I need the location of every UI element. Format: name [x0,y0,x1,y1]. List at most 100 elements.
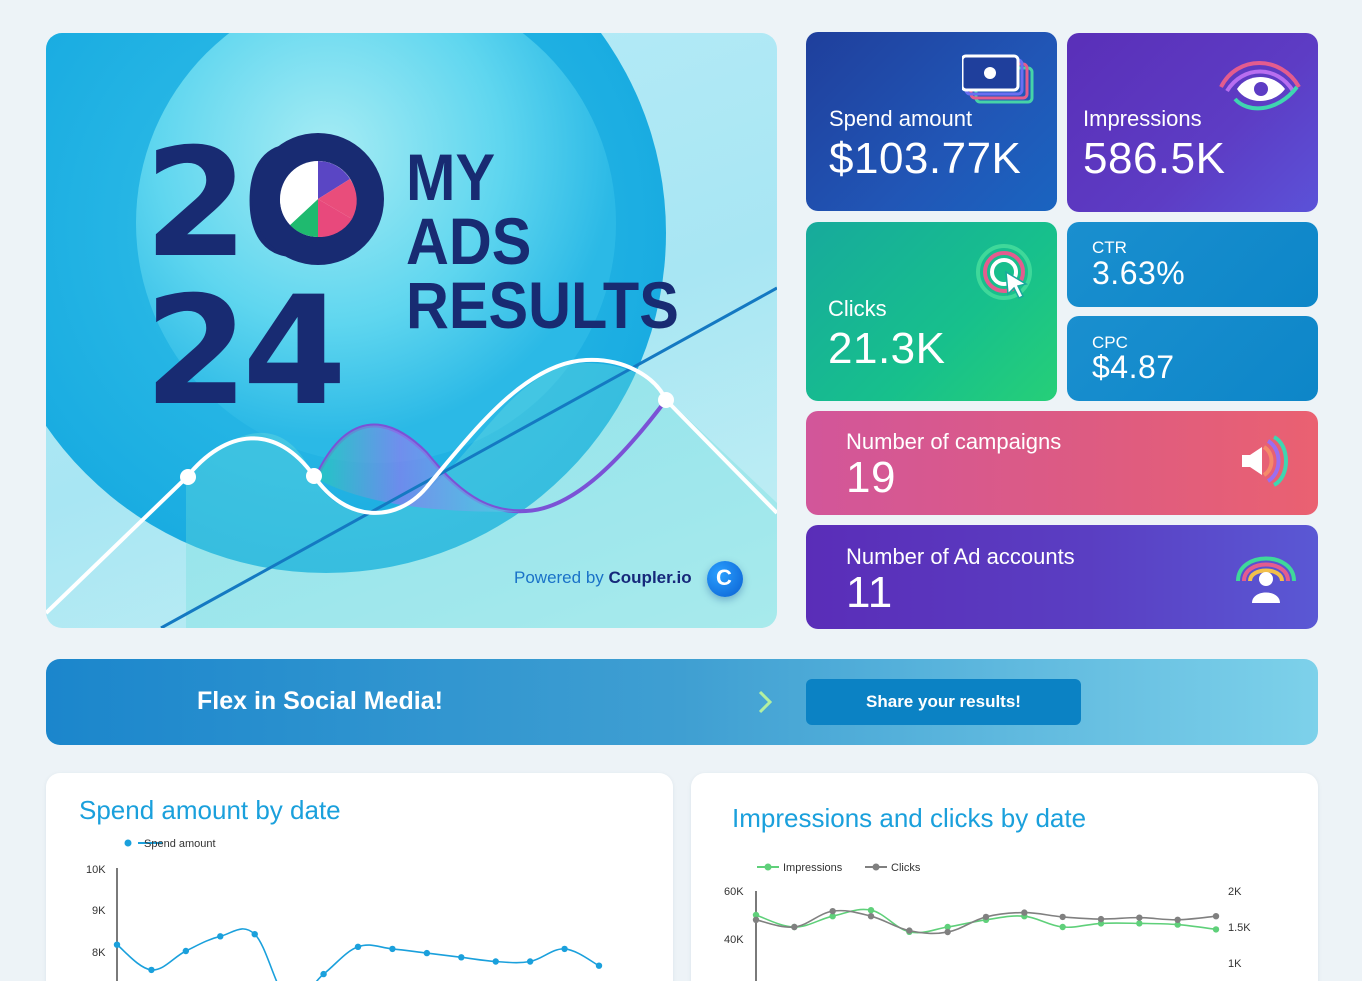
spend-point[interactable] [354,943,362,950]
kpi-card-spend: Spend amount $103.77K [806,32,1057,211]
impressions-y-tick-60k: 60K [724,886,744,898]
impressions-chart-title: Impressions and clicks by date [732,803,1087,833]
spend-y-tick-10k: 10K [86,864,106,876]
impressions-point[interactable] [752,911,760,919]
impressions-clicks-chart-panel: Impressions and clicks by date Impressio… [691,773,1318,981]
spend-y-tick-8k: 8K [92,947,106,959]
spend-point[interactable] [492,958,499,965]
clicks-legend-label: Clicks [891,862,921,874]
kpi-clicks-value: 21.3K [828,324,946,373]
kpi-ctr-label: CTR [1092,238,1127,257]
spend-chart-panel: Spend amount by date Spend amount 10K 9K… [46,773,673,981]
kpi-card-cpc: CPC $4.87 [1067,316,1318,401]
impressions-point[interactable] [1174,921,1181,928]
spend-point[interactable] [526,958,534,965]
arrow-right-icon [478,690,773,714]
cursor-click-icon [976,244,1032,300]
impressions-y-tick-40k: 40K [724,934,744,946]
headline-line-3: RESULTS [406,268,679,342]
coupler-logo-glyph: C [716,565,732,590]
kpi-cpc-label: CPC [1092,333,1128,352]
impressions-point[interactable] [944,923,951,931]
clicks-point[interactable] [829,907,836,915]
hero-background [46,33,777,628]
hero-banner: 20 24 MY ADS RESULTS Powered by Coupler.… [46,33,777,628]
hero-headline: MY ADS RESULTS [406,140,679,342]
kpi-clicks-label: Clicks [828,296,887,321]
clicks-point[interactable] [906,927,913,934]
powered-by-text: Powered by Coupler.io [514,568,692,588]
share-results-button[interactable]: Share your results! [806,679,1081,725]
clicks-point[interactable] [1174,916,1181,923]
kpi-impressions-value: 586.5K [1083,134,1226,183]
spend-point[interactable] [389,945,396,953]
kpi-card-clicks: Clicks 21.3K [806,222,1057,401]
kpi-card-impressions: Impressions 586.5K [1067,33,1318,212]
clicks-point[interactable] [1021,909,1028,916]
spend-legend-marker [124,839,132,847]
impressions-clicks-series [752,907,1220,936]
spend-legend-label: Spend amount [144,838,216,850]
kpi-cpc-value: $4.87 [1092,349,1175,385]
clicks-point[interactable] [1212,913,1220,920]
clicks-point[interactable] [982,913,990,921]
spend-point[interactable] [561,945,568,953]
money-stack-icon [962,54,1034,104]
spend-chart-title: Spend amount by date [79,795,341,825]
impressions-point[interactable] [829,913,836,920]
spend-chart: Spend amount 10K 9K 8K [86,838,603,981]
kpi-campaigns-value: 19 [846,453,896,502]
kpi-ctr-value: 3.63% [1092,255,1186,291]
clicks-point[interactable] [1059,913,1066,921]
spend-line [116,928,600,981]
impressions-point[interactable] [867,907,875,914]
clicks-point[interactable] [791,923,798,931]
coupler-logo[interactable]: C [707,561,743,597]
kpi-spend-value: $103.77K [829,134,1022,183]
spend-point[interactable] [113,941,121,948]
spend-point[interactable] [251,931,258,938]
clicks-y-tick-2k: 2K [1228,886,1242,898]
eye-icon [1219,61,1301,111]
impressions-legend-label: Impressions [783,862,843,874]
spend-point[interactable] [458,954,465,961]
spend-point[interactable] [148,966,155,974]
spend-series [113,928,603,981]
clicks-point[interactable] [944,928,951,936]
spend-y-tick-9k: 9K [92,905,106,917]
clicks-y-tick-1-5k: 1.5K [1228,922,1251,934]
year-text-bottom: 24 [144,265,347,439]
headline-line-2: ADS [406,204,532,278]
spend-point[interactable] [423,949,431,957]
impressions-point[interactable] [1136,920,1143,927]
spend-point[interactable] [595,962,603,969]
kpi-card-campaigns: Number of campaigns 19 [806,411,1318,515]
impressions-point[interactable] [1059,923,1066,931]
clicks-y-tick-1k: 1K [1228,958,1242,970]
kpi-campaigns-label: Number of campaigns [846,429,1062,454]
spend-point[interactable] [320,970,327,978]
clicks-point[interactable] [1097,915,1105,923]
kpi-card-ad-accounts: Number of Ad accounts 11 [806,525,1318,629]
clicks-point[interactable] [1136,914,1143,921]
impressions-point[interactable] [1212,926,1220,933]
clicks-legend-marker [872,863,880,871]
banner-text: Flex in Social Media! [197,687,443,715]
user-broadcast-icon [1236,556,1296,603]
megaphone-icon [1242,435,1288,487]
social-share-banner: Flex in Social Media! Share your results… [46,659,1318,745]
kpi-spend-label: Spend amount [829,106,973,131]
headline-line-1: MY [406,140,496,214]
impressions-clicks-chart: Impressions Clicks 60K 40K 2K 1.5K 1K [724,862,1251,981]
pie-chart-icon [252,133,384,265]
impressions-legend-marker [764,863,772,871]
kpi-ad-accounts-label: Number of Ad accounts [846,544,1075,569]
spend-point[interactable] [217,933,224,940]
kpi-card-ctr: CTR 3.63% [1067,222,1318,307]
clicks-point[interactable] [752,916,760,923]
powered-brand: Coupler.io [608,568,692,587]
powered-prefix: Powered by [514,568,604,587]
kpi-ad-accounts-value: 11 [846,568,893,617]
clicks-point[interactable] [867,913,875,920]
spend-point[interactable] [182,947,190,955]
